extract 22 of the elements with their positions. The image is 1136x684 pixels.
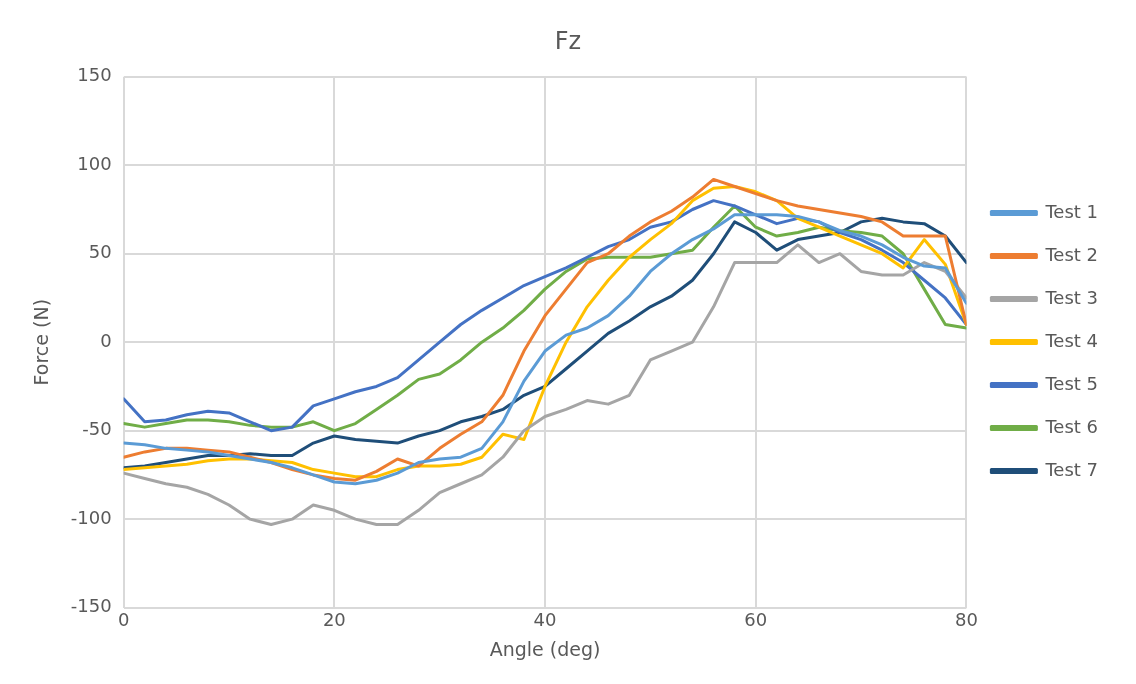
x-tick-label: 20: [322, 609, 346, 631]
legend-label: Test 3: [1044, 286, 1098, 308]
x-tick-label: 40: [533, 609, 557, 631]
x-tick-label: 0: [117, 609, 130, 631]
y-tick-label: -150: [70, 595, 112, 617]
legend-label: Test 1: [1044, 200, 1098, 222]
y-tick-label: 0: [100, 329, 112, 351]
legend-label: Test 7: [1044, 458, 1098, 480]
chart-title: Fz: [554, 26, 582, 55]
y-tick-label: -100: [70, 506, 112, 528]
y-tick-label: 50: [88, 241, 112, 263]
legend-label: Test 4: [1044, 329, 1098, 351]
y-axis-title: Force (N): [30, 298, 53, 386]
y-tick-label: 100: [77, 152, 112, 174]
legend-label: Test 6: [1044, 415, 1098, 437]
y-tick-label: -50: [82, 418, 112, 440]
x-axis-title: Angle (deg): [489, 637, 601, 660]
legend-label: Test 5: [1044, 372, 1098, 394]
y-tick-label: 150: [77, 64, 112, 86]
x-tick-label: 80: [954, 609, 978, 631]
x-tick-label: 60: [744, 609, 768, 631]
legend-label: Test 2: [1044, 243, 1098, 265]
